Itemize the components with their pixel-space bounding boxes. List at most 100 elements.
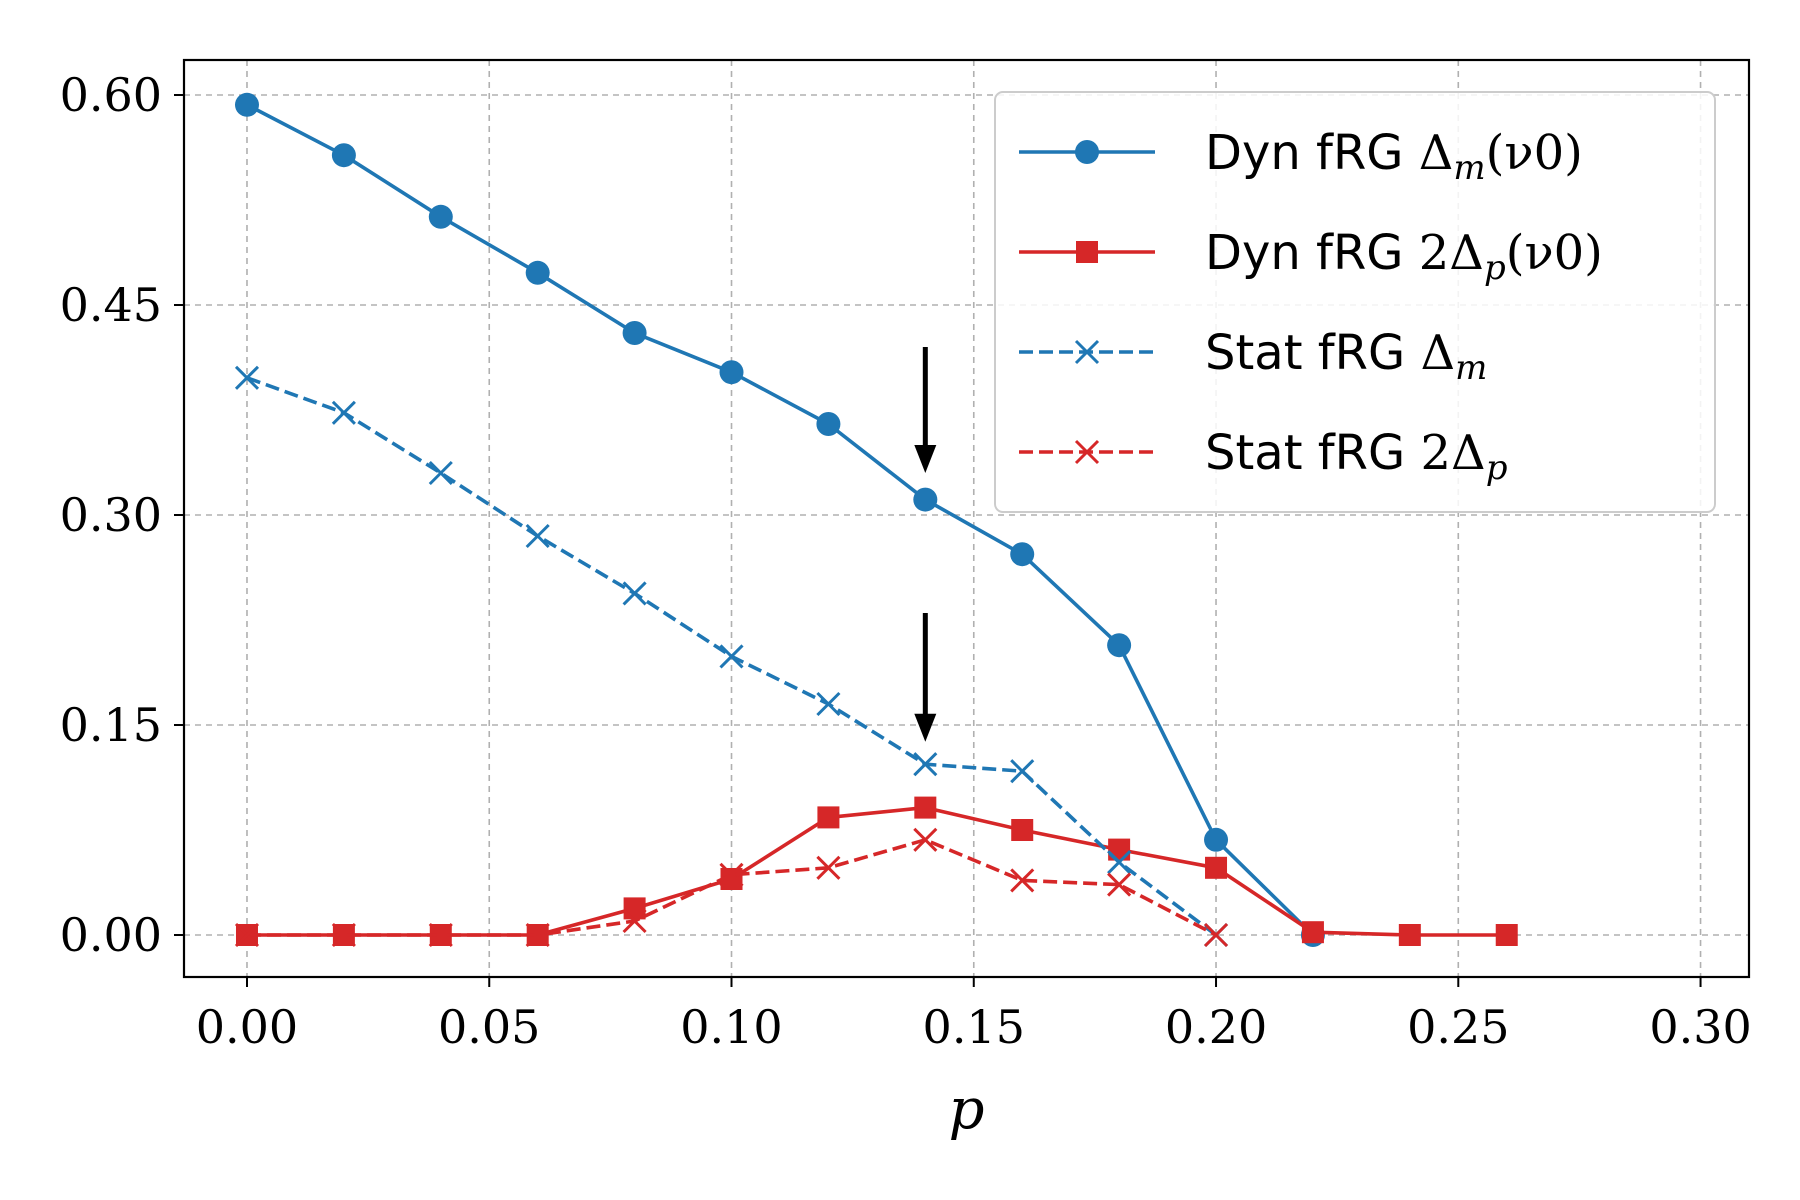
legend-marker	[1074, 439, 1100, 465]
data-point	[1107, 850, 1132, 875]
data-point	[428, 204, 453, 229]
data-point	[719, 644, 744, 669]
data-point	[525, 922, 550, 948]
data-point	[234, 922, 260, 948]
series-4	[234, 827, 1229, 948]
data-point	[622, 908, 647, 934]
legend-entry-1: Dyn fRG Δm(ν0)	[1019, 125, 1583, 188]
legend-label: Dyn fRG Δm(ν0)	[1205, 125, 1583, 188]
annotation-layer	[914, 347, 937, 742]
data-point	[913, 752, 938, 777]
legend-marker	[1074, 339, 1100, 365]
x-marker-stroke	[816, 855, 841, 880]
data-point	[1301, 921, 1324, 944]
x-marker-stroke	[1010, 759, 1035, 784]
x-tick-label: 0.30	[1649, 1000, 1751, 1054]
arrow-annotation	[914, 347, 937, 473]
data-point	[913, 827, 938, 852]
data-point	[1107, 872, 1132, 897]
data-point	[719, 360, 744, 385]
y-tick-label: 0.00	[60, 908, 162, 962]
x-marker-stroke	[428, 922, 453, 948]
data-point	[816, 691, 841, 717]
data-point	[1011, 819, 1034, 841]
x-marker-stroke	[1074, 339, 1100, 365]
legend: Dyn fRG Δm(ν0) Dyn fRG 2Δp(ν0) Stat fRG Δm…	[994, 91, 1716, 513]
data-point	[331, 922, 356, 948]
x-marker-stroke	[719, 862, 744, 887]
data-point	[1495, 924, 1518, 946]
legend-entry-4: Stat fRG 2Δp	[1019, 425, 1507, 488]
data-point	[428, 922, 453, 948]
grid	[184, 60, 1749, 977]
axes-frame	[182, 58, 1751, 979]
data-point	[1203, 922, 1229, 948]
x-marker-stroke	[331, 400, 356, 425]
x-tick-label: 0.20	[1165, 1000, 1267, 1054]
arrow-head	[914, 713, 937, 742]
x-marker-stroke	[1203, 922, 1229, 948]
data-point	[234, 365, 260, 390]
data-point	[1205, 856, 1228, 879]
data-point	[622, 581, 647, 606]
data-point	[914, 796, 937, 819]
x-marker-stroke	[234, 365, 260, 390]
y-tick-label: 0.60	[60, 68, 162, 122]
data-point	[816, 855, 841, 880]
legend-frame	[994, 91, 1716, 513]
legend-entry-3: Stat fRG Δm	[1019, 325, 1487, 388]
data-point	[623, 897, 646, 920]
data-point	[1107, 633, 1132, 658]
legend-marker	[1075, 140, 1099, 164]
x-tick-label: 0.05	[438, 1000, 540, 1054]
x-marker-stroke	[1074, 439, 1100, 465]
data-point	[1010, 542, 1035, 567]
y-tick-label: 0.30	[60, 488, 162, 542]
data-point	[525, 523, 550, 549]
x-marker-stroke	[1107, 850, 1132, 875]
legend-label: Dyn fRG 2Δp(ν0)	[1205, 225, 1603, 288]
x-marker-stroke	[234, 922, 260, 948]
x-marker-stroke	[525, 922, 550, 948]
data-point	[1010, 759, 1035, 784]
series-layer	[234, 92, 1518, 948]
x-marker-stroke	[1010, 868, 1035, 893]
x-marker-stroke	[816, 691, 841, 717]
y-tick-label: 0.45	[60, 278, 162, 332]
data-point	[622, 321, 647, 345]
data-point	[525, 260, 550, 285]
x-marker-stroke	[913, 827, 938, 852]
x-tick-label: 0.15	[923, 1000, 1025, 1054]
data-point	[331, 143, 356, 168]
data-point	[817, 806, 840, 829]
y-tick-label: 0.15	[60, 698, 162, 752]
arrow-head	[914, 445, 937, 473]
x-tick-label: 0.10	[680, 1000, 782, 1054]
x-marker-stroke	[331, 922, 356, 948]
x-marker-stroke	[1107, 872, 1132, 897]
x-marker-stroke	[719, 644, 744, 669]
legend-label: Stat fRG 2Δp	[1205, 425, 1507, 488]
arrow-annotation	[914, 613, 937, 742]
data-point	[816, 412, 841, 436]
data-point	[331, 400, 356, 425]
data-point	[1010, 868, 1035, 893]
series-line	[246, 103, 1315, 937]
data-point	[1398, 924, 1421, 946]
x-marker-stroke	[525, 523, 550, 549]
legend-marker	[1076, 241, 1098, 263]
legend-entry-2: Dyn fRG 2Δp(ν0)	[1019, 225, 1603, 288]
data-point	[1204, 827, 1229, 852]
x-marker-stroke	[622, 908, 647, 934]
x-marker-stroke	[428, 460, 453, 486]
data-point	[719, 862, 744, 887]
series-1	[234, 92, 1325, 947]
x-axis-label: p	[949, 1077, 985, 1142]
data-point	[234, 92, 259, 117]
x-marker-stroke	[913, 752, 938, 777]
ticks: 0.00 0.05 0.10 0.15 0.20 0.25 0.30 0.00 0.15 0.30…	[60, 68, 1752, 1054]
series-line	[247, 837, 1217, 937]
data-point	[428, 460, 453, 486]
x-marker-stroke	[622, 581, 647, 606]
